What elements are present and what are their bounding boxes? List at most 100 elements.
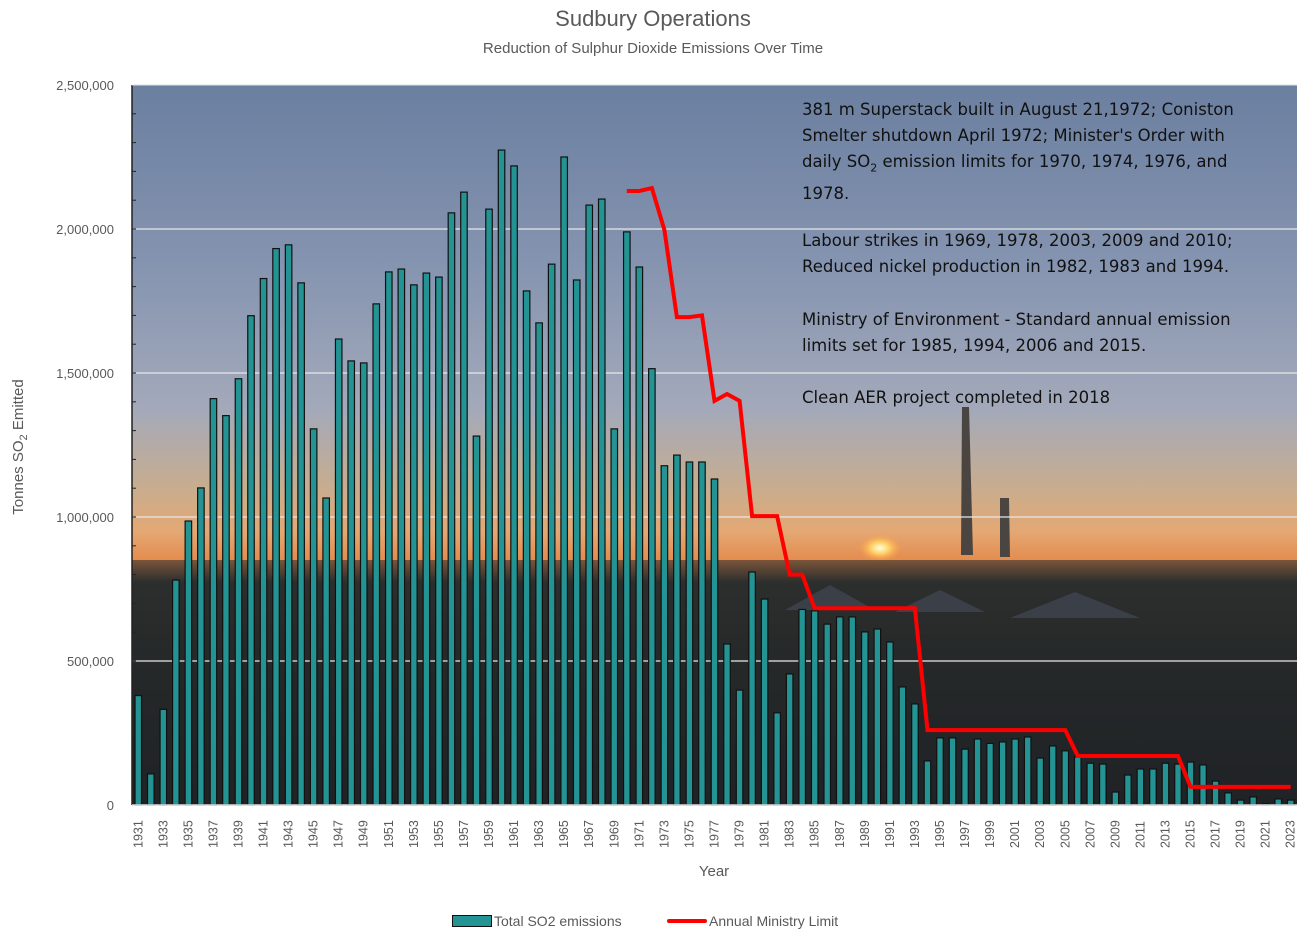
bar-2011[interactable]: [1136, 768, 1145, 806]
bar-1961[interactable]: [510, 165, 518, 806]
x-tick-label: 1955: [432, 820, 446, 848]
bar-2004[interactable]: [1048, 745, 1057, 806]
bar-1992[interactable]: [898, 686, 907, 806]
bar-2009[interactable]: [1111, 791, 1120, 806]
bar-1958[interactable]: [472, 435, 481, 806]
bar-1985[interactable]: [810, 610, 819, 806]
bar-1989[interactable]: [860, 631, 869, 806]
bar-1974[interactable]: [673, 454, 681, 806]
bar-1940[interactable]: [247, 315, 255, 806]
x-tick-label: 1949: [357, 820, 371, 848]
bar-2010[interactable]: [1124, 774, 1132, 806]
bar-1987[interactable]: [835, 616, 844, 806]
legend-item-emissions[interactable]: Total SO2 emissions: [452, 913, 622, 929]
bar-1937[interactable]: [209, 398, 218, 806]
bar-2017[interactable]: [1211, 780, 1220, 806]
bar-1975[interactable]: [685, 461, 694, 806]
bar-1946[interactable]: [322, 497, 331, 806]
annotation-line: limits set for 1985, 1994, 2006 and 2015…: [802, 336, 1147, 355]
bar-1953[interactable]: [410, 284, 418, 806]
bar-1934[interactable]: [171, 579, 180, 806]
x-tick-label: 1947: [332, 820, 346, 848]
bar-1965[interactable]: [560, 156, 569, 806]
bar-1957[interactable]: [460, 191, 468, 806]
bar-1947[interactable]: [334, 338, 343, 806]
bar-2006[interactable]: [1073, 756, 1082, 806]
bar-1948[interactable]: [347, 360, 356, 806]
bar-1976[interactable]: [698, 461, 706, 806]
bar-1973[interactable]: [660, 465, 669, 806]
bar-1969[interactable]: [610, 428, 619, 806]
bar-1962[interactable]: [522, 290, 531, 806]
x-tick-label: 1981: [758, 820, 772, 848]
bar-1935[interactable]: [184, 520, 193, 806]
bar-1995[interactable]: [936, 737, 944, 806]
bar-1932[interactable]: [146, 773, 155, 806]
bar-1986[interactable]: [823, 623, 832, 806]
bar-1994[interactable]: [923, 760, 932, 806]
bar-1968[interactable]: [597, 198, 606, 806]
bar-2003[interactable]: [1036, 757, 1045, 806]
bar-1950[interactable]: [372, 303, 381, 806]
bar-1999[interactable]: [986, 742, 994, 806]
bar-1942[interactable]: [272, 247, 280, 806]
bar-1951[interactable]: [384, 271, 393, 806]
bar-2022[interactable]: [1274, 798, 1283, 806]
bar-2012[interactable]: [1149, 768, 1157, 806]
bar-1988[interactable]: [848, 616, 857, 806]
bar-1959[interactable]: [485, 208, 493, 806]
bar-1941[interactable]: [259, 277, 268, 806]
bar-1979[interactable]: [735, 689, 744, 806]
bar-1966[interactable]: [572, 279, 581, 806]
bar-1977[interactable]: [710, 478, 719, 806]
bar-1990[interactable]: [873, 628, 882, 806]
bar-1960[interactable]: [497, 149, 506, 806]
bar-1980[interactable]: [748, 571, 756, 806]
bar-1943[interactable]: [284, 244, 293, 806]
bar-1945[interactable]: [309, 428, 318, 806]
bar-1996[interactable]: [948, 737, 957, 806]
bar-1939[interactable]: [234, 378, 243, 806]
legend-item-ministry-limit[interactable]: Annual Ministry Limit: [667, 913, 838, 929]
bar-1963[interactable]: [535, 322, 543, 806]
bar-1931[interactable]: [134, 694, 143, 806]
bar-1997[interactable]: [961, 748, 969, 806]
bar-1949[interactable]: [359, 362, 368, 806]
bar-2007[interactable]: [1086, 762, 1095, 806]
bar-2005[interactable]: [1061, 750, 1070, 806]
bar-1972[interactable]: [648, 368, 656, 806]
bar-2002[interactable]: [1023, 736, 1032, 806]
bar-1981[interactable]: [760, 598, 769, 806]
bar-1991[interactable]: [886, 641, 894, 806]
bar-1964[interactable]: [547, 263, 556, 806]
bar-1967[interactable]: [585, 204, 594, 806]
bar-1936[interactable]: [197, 487, 205, 806]
x-tick-label: 2021: [1259, 820, 1273, 848]
bar-1984[interactable]: [798, 608, 807, 806]
bar-1944[interactable]: [297, 282, 305, 806]
bar-2000[interactable]: [998, 741, 1007, 806]
bar-1982[interactable]: [773, 712, 781, 806]
bar-1978[interactable]: [723, 643, 731, 806]
annotation-line: Reduced nickel production in 1982, 1983 …: [802, 257, 1230, 276]
annotation-superstack: 381 m Superstack built in August 21,1972…: [802, 97, 1272, 207]
bar-1998[interactable]: [973, 738, 982, 806]
bar-1983[interactable]: [785, 673, 794, 806]
bar-2008[interactable]: [1098, 763, 1107, 806]
annual-ministry-limit-line[interactable]: [626, 185, 1291, 789]
bar-1971[interactable]: [635, 266, 644, 806]
bar-2018[interactable]: [1224, 792, 1232, 806]
bar-1956[interactable]: [447, 212, 456, 806]
bar-2013[interactable]: [1161, 762, 1170, 806]
bar-1933[interactable]: [159, 708, 168, 806]
bar-1952[interactable]: [397, 268, 406, 806]
y-axis-title: Tonnes SO2 Emitted: [10, 379, 30, 514]
bar-1955[interactable]: [435, 276, 443, 806]
bar-1970[interactable]: [622, 231, 631, 806]
bar-2014[interactable]: [1174, 763, 1182, 806]
bar-1993[interactable]: [911, 703, 919, 806]
bar-2020[interactable]: [1249, 796, 1258, 806]
bar-2001[interactable]: [1011, 738, 1019, 806]
bar-1954[interactable]: [422, 272, 431, 806]
bar-1938[interactable]: [222, 415, 230, 806]
